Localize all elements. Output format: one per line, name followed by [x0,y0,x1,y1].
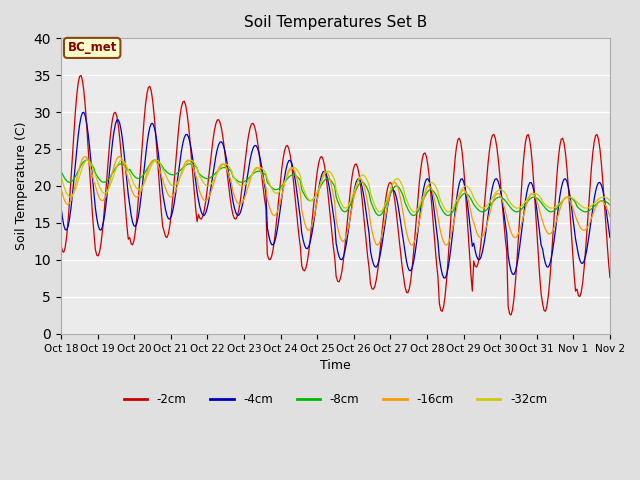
-16cm [606,214,614,219]
X-axis label: Time: Time [320,359,351,372]
-32cm [186,157,194,163]
-4cm [57,203,65,209]
-2cm [57,241,65,247]
-8cm [451,204,459,210]
-16cm [116,154,124,159]
-2cm [533,229,541,235]
-32cm [444,209,452,215]
Line: -8cm: -8cm [61,160,610,216]
-16cm [76,165,83,170]
-4cm [341,249,349,255]
-8cm [94,175,102,180]
-8cm [606,202,614,208]
-32cm [341,205,349,211]
-4cm [606,235,614,240]
-4cm [451,208,459,214]
-4cm [533,207,541,213]
Y-axis label: Soil Temperature (C): Soil Temperature (C) [15,122,28,250]
-32cm [606,198,614,204]
-4cm [605,224,612,230]
Title: Soil Temperatures Set B: Soil Temperatures Set B [244,15,427,30]
-8cm [375,213,383,218]
Line: -4cm: -4cm [61,112,610,278]
Legend: -2cm, -4cm, -8cm, -16cm, -32cm: -2cm, -4cm, -8cm, -16cm, -32cm [119,388,552,411]
-16cm [605,210,612,216]
-32cm [76,173,83,179]
-8cm [76,166,83,171]
-4cm [94,223,102,228]
-2cm [341,245,349,251]
-4cm [76,122,83,128]
-8cm [533,195,541,201]
Text: BC_met: BC_met [67,41,117,54]
-32cm [533,191,541,197]
Line: -32cm: -32cm [61,160,610,212]
-2cm [605,259,612,265]
-16cm [93,188,100,193]
-8cm [57,168,65,174]
-16cm [443,242,451,248]
-2cm [606,275,614,280]
-2cm [77,72,85,78]
-32cm [93,176,100,182]
Line: -2cm: -2cm [61,75,610,315]
-16cm [57,185,65,191]
-2cm [76,73,83,79]
-2cm [94,253,102,259]
-32cm [57,173,65,179]
-4cm [441,275,449,281]
-8cm [605,201,612,206]
-32cm [605,196,612,202]
-4cm [80,109,88,115]
-2cm [507,312,515,318]
-8cm [341,209,349,215]
Line: -16cm: -16cm [61,156,610,245]
-16cm [533,198,541,204]
-8cm [83,157,90,163]
-32cm [451,201,459,207]
-16cm [341,237,349,243]
-2cm [450,172,458,178]
-16cm [451,213,459,219]
